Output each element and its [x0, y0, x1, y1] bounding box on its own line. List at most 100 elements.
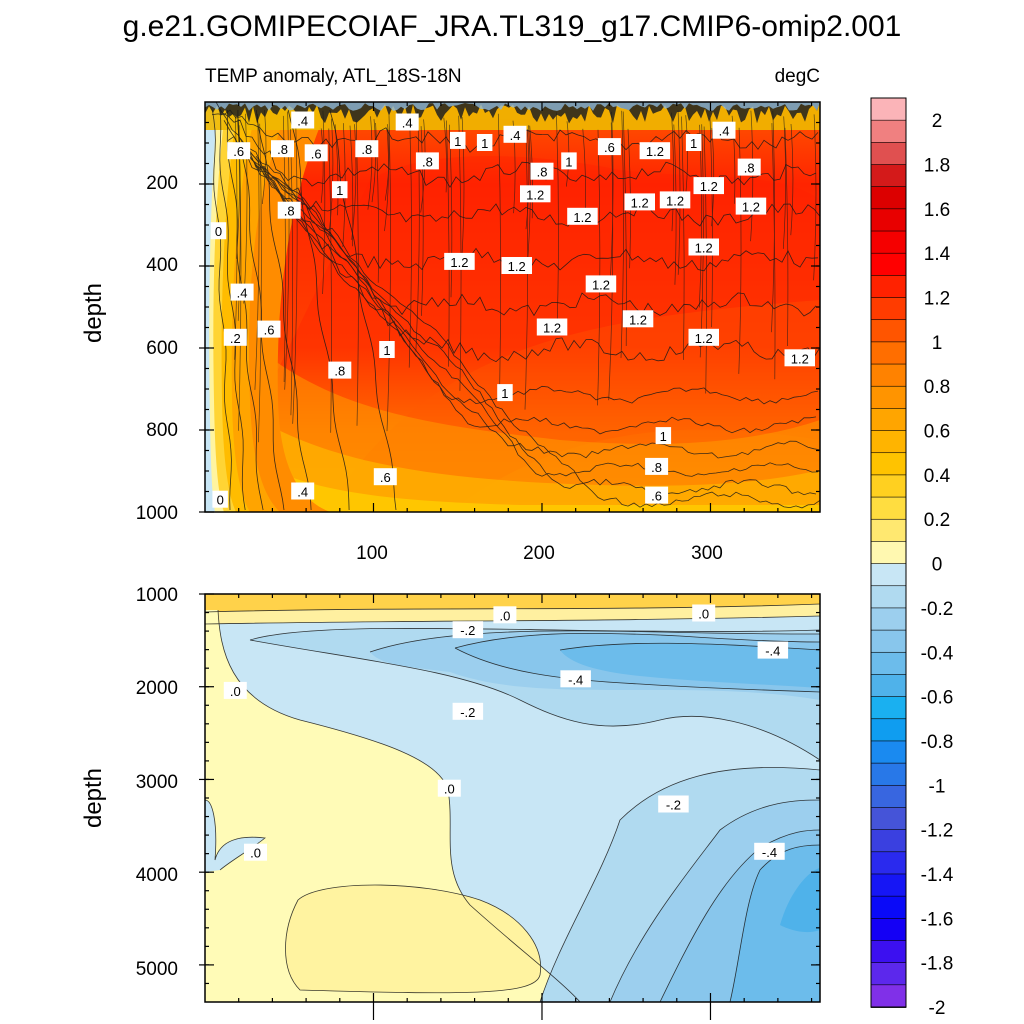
svg-text:.2: .2 [230, 331, 241, 346]
contour-label: 1.2 [567, 207, 598, 225]
upper-y-tick-label: 800 [146, 420, 178, 441]
upper-y-tick-label: 600 [146, 338, 178, 359]
colorbar-swatch [870, 718, 907, 742]
colorbar-label: 1.2 [924, 289, 950, 310]
upper-panel-field [205, 102, 820, 512]
svg-text:-.2: -.2 [460, 623, 475, 638]
svg-text:1.2: 1.2 [742, 200, 760, 215]
contour-line [255, 109, 312, 511]
contour-label: .0 [223, 681, 247, 699]
contour-label: .6 [645, 486, 669, 504]
svg-text:.0: .0 [499, 608, 510, 623]
contour-line [497, 113, 502, 396]
contour-label: .4 [291, 111, 315, 129]
contour-label: 1.2 [688, 328, 719, 346]
contour-label: -.2 [658, 795, 689, 813]
svg-text:.8: .8 [284, 204, 295, 219]
figure-title: g.e21.GOMIPECOIAF_JRA.TL319_g17.CMIP6-om… [123, 10, 902, 43]
svg-text:.8: .8 [334, 364, 345, 379]
svg-text:.6: .6 [380, 470, 391, 485]
contour-line [738, 127, 742, 374]
svg-text:-.2: -.2 [666, 798, 681, 813]
contour-line [771, 110, 775, 333]
colorbar-swatch [870, 940, 907, 964]
lower-y-axis-label: depth [80, 768, 107, 828]
upper-y-tick-labels: 200 400 600 800 1000 [136, 173, 178, 524]
colorbar-swatch [870, 629, 907, 654]
contour-label: 1.2 [585, 275, 617, 293]
contour-line [243, 113, 248, 304]
contour-line [320, 128, 324, 203]
contour-line [261, 110, 267, 205]
contour-line [709, 117, 713, 328]
x-tick-label: 100 [356, 543, 388, 564]
colorbar-swatch [870, 297, 907, 321]
contour-line [609, 799, 820, 1002]
contour-line [355, 119, 359, 426]
svg-text:1: 1 [454, 134, 461, 149]
colorbar-label: 0.8 [924, 377, 950, 398]
svg-text:1: 1 [565, 154, 572, 169]
contour-line [249, 639, 820, 761]
contour-line [239, 137, 817, 435]
contour-label: .8 [277, 201, 301, 219]
contour-line [254, 113, 260, 390]
contour-line [609, 111, 614, 292]
upper-y-tick-label: 200 [146, 173, 178, 194]
contour-label: .4 [503, 125, 527, 143]
colorbar-swatch [870, 275, 907, 299]
contour-line [420, 126, 424, 316]
contour-line [236, 120, 240, 259]
contour-line [659, 829, 820, 1002]
contour-line [243, 150, 820, 459]
lower-panel-field [205, 594, 820, 1002]
colorbar-swatch [870, 474, 907, 498]
svg-text:1.2: 1.2 [450, 255, 468, 270]
colorbar-label: 1.6 [924, 200, 950, 221]
svg-text:.8: .8 [422, 154, 433, 169]
svg-text:0: 0 [217, 493, 224, 508]
contour-line [443, 117, 447, 193]
svg-text:-.4: -.4 [765, 644, 780, 659]
colorbar-swatch [870, 164, 907, 188]
colorbar-label: 1.4 [924, 244, 951, 265]
svg-text:.8: .8 [651, 460, 662, 475]
contour-line [608, 122, 614, 401]
svg-text:.8: .8 [361, 142, 372, 157]
subtitle-units: degC [775, 66, 820, 87]
colorbar-swatch [870, 142, 907, 166]
svg-text:-.2: -.2 [460, 705, 475, 720]
colorbar-label: 0.2 [924, 510, 950, 531]
svg-text:1.2: 1.2 [543, 321, 561, 336]
contour-line [328, 128, 332, 433]
contour-label: 0 [212, 490, 228, 508]
contour-label: 1.2 [639, 142, 671, 160]
svg-text:.6: .6 [604, 140, 615, 155]
colorbar-label: 0 [932, 555, 943, 576]
contour-label: 1 [476, 134, 493, 151]
contour-label: .6 [227, 142, 251, 160]
contour-line [525, 129, 530, 230]
contour-label: 1 [450, 131, 466, 149]
contour-line [328, 118, 334, 237]
svg-text:1: 1 [481, 136, 488, 151]
colorbar-swatch [870, 452, 907, 476]
colorbar-label: -0.4 [921, 643, 954, 664]
contour-line [555, 112, 559, 331]
lower-y-tick-labels: 1000 2000 3000 4000 5000 [136, 585, 178, 980]
colorbar-swatch [870, 208, 907, 232]
upper-y-axis-label: depth [80, 283, 107, 343]
colorbar-swatch [870, 762, 907, 787]
svg-text:1: 1 [336, 183, 343, 198]
contour-line [232, 143, 820, 363]
contour-line [285, 884, 542, 994]
svg-text:.8: .8 [744, 161, 755, 176]
colorbar-swatch [870, 851, 907, 875]
contour-label: .6 [257, 320, 281, 338]
contour-line [384, 124, 390, 201]
contour-line [329, 109, 397, 511]
contour-label: 1.2 [688, 238, 719, 256]
colorbar-swatch [870, 541, 907, 565]
colorbar-swatch [870, 252, 907, 277]
colorbar-swatch [870, 363, 907, 388]
